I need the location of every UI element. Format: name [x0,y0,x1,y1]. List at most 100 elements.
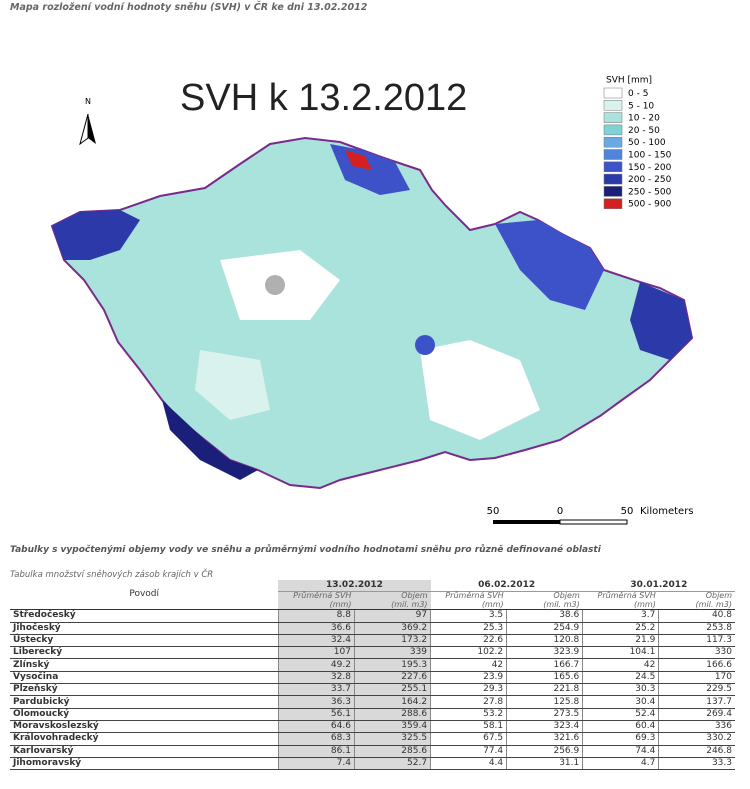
value-cell: 31.1 [506,757,583,771]
value-cell: 137.7 [658,695,735,709]
region-name: Olomoucký [10,708,279,721]
subheader-text: (mil. m3) [543,599,580,609]
subheader-text: Objem [705,591,732,601]
value-cell: 25.2 [582,622,659,635]
value-cell: 64.6 [277,720,355,734]
scale-unit: Kilometers [640,506,694,517]
value-cell: 170 [658,671,735,685]
north-label: N [85,97,91,106]
region-name: Karlovarský [10,745,279,758]
value-cell: 42 [430,658,507,672]
value-cell: 67.5 [430,732,507,746]
legend-swatch [603,149,623,160]
value-cell: 52.7 [353,757,431,771]
value-cell: 38.6 [506,609,583,623]
value-cell: 246.8 [658,745,735,758]
region-name: Ústecky [10,634,279,648]
value-cell: 165.6 [506,671,583,685]
value-cell: 29.3 [430,683,507,697]
table-row: Zlínský 49.2 195.3 42 166.7 42 166.6 [10,658,735,672]
legend-label: 5 - 10 [628,101,654,111]
page-title: Mapa rozložení vodní hodnoty sněhu (SVH)… [10,2,368,13]
subheader-text: (mil. m3) [391,599,428,609]
subheader-cell: Objem (mil. m3) [354,592,431,611]
scale-label: 0 [557,506,563,517]
value-cell: 21.9 [582,634,659,648]
region-name: Vysočina [10,671,279,685]
value-cell: 330.2 [658,732,735,746]
value-cell: 30.4 [582,695,659,709]
legend-label: 150 - 200 [628,163,672,173]
subheader-text: (mm) [634,599,656,609]
value-cell: 49.2 [277,658,355,672]
legend-swatch [603,124,623,136]
table-row: Středočeský 8.8 97 3.5 38.6 3.7 40.8 [10,609,735,623]
value-cell: 195.3 [353,658,431,672]
value-cell: 24.5 [582,671,659,685]
value-cell: 254.9 [506,622,583,635]
value-cell: 33.7 [277,683,355,697]
table-caption: Tabulka množství sněhových zásob krajích… [10,570,214,580]
value-cell: 323.9 [506,646,583,660]
region-name: Plzeňský [10,683,279,697]
data-table: Povodí 13.02.2012 06.02.2012 30.01.2012 Prům… [10,580,735,771]
subheader-cell: Objem (mil. m3) [658,591,735,611]
subheader-row: Průměrná SVH (mm) Objem (mil. m3) Průměrná S… [10,591,735,611]
value-cell: 56.1 [277,708,355,721]
value-cell: 52.4 [582,708,659,721]
value-cell: 325.5 [353,732,431,746]
legend-label: 200 - 250 [628,175,672,185]
region-name: Středočeský [10,609,279,623]
legend-label: 50 - 100 [628,138,666,148]
subheader-text: (mm) [329,599,352,609]
legend-swatch [603,173,623,185]
header-row: Povodí 13.02.2012 06.02.2012 30.01.2012 [10,580,735,611]
subheader-cell: Objem (mil. m3) [506,591,583,611]
date-header: 30.01.2012 [582,580,735,593]
value-cell: 102.2 [430,646,507,660]
north-arrow [88,114,96,144]
value-cell: 339 [353,646,431,660]
subheader-text: Objem [553,591,580,601]
region-name: Moravskoslezský [10,720,279,734]
value-cell: 25.3 [430,622,507,635]
subheader-text: Průměrná SVH [597,591,656,601]
value-cell: 3.7 [582,609,659,623]
legend-label: 250 - 500 [628,187,672,197]
value-cell: 58.1 [430,720,507,734]
value-cell: 68.3 [277,732,355,746]
subheader-cell: Průměrná SVH (mm) [278,591,355,611]
value-cell: 288.6 [353,708,431,721]
value-cell: 166.6 [658,658,735,672]
value-cell: 53.2 [430,708,507,721]
value-cell: 23.9 [430,671,507,685]
subheader-text: Průměrná SVH [293,591,352,601]
legend-swatch [603,186,623,197]
map-title: SVH k 13.2.2012 [180,77,467,119]
subheader-text: (mil. m3) [695,599,732,609]
value-cell: 269.4 [658,708,735,721]
legend-swatch [603,112,623,123]
date-header: 13.02.2012 [278,580,431,593]
table-row: Jihočeský 36.6 369.2 25.3 254.9 25.2 253.8 [10,622,735,635]
scale-label: 50 [621,506,634,517]
table-row: Plzeňský 33.7 255.1 29.3 221.8 30.3 229.5 [10,683,735,697]
date-header: 06.02.2012 [430,580,583,593]
value-cell: 97 [353,609,431,623]
table-row: Ústecky 32.4 173.2 22.6 120.8 21.9 117.3 [10,634,735,648]
value-cell: 330 [658,646,735,660]
value-cell: 36.6 [277,622,355,635]
value-cell: 74.4 [582,745,659,758]
legend-swatch [603,161,623,173]
value-cell: 173.2 [353,634,431,648]
value-cell: 8.8 [277,609,355,623]
legend-swatch [603,100,623,111]
legend-label: 0 - 5 [628,89,648,99]
table-row: Liberecký 107 339 102.2 323.9 104.1 330 [10,646,735,660]
value-cell: 321.6 [506,732,583,746]
value-cell: 273.5 [506,708,583,721]
value-cell: 120.8 [506,634,583,648]
region-name: Liberecký [10,646,279,660]
value-cell: 166.7 [506,658,583,672]
value-cell: 229.5 [658,683,735,697]
